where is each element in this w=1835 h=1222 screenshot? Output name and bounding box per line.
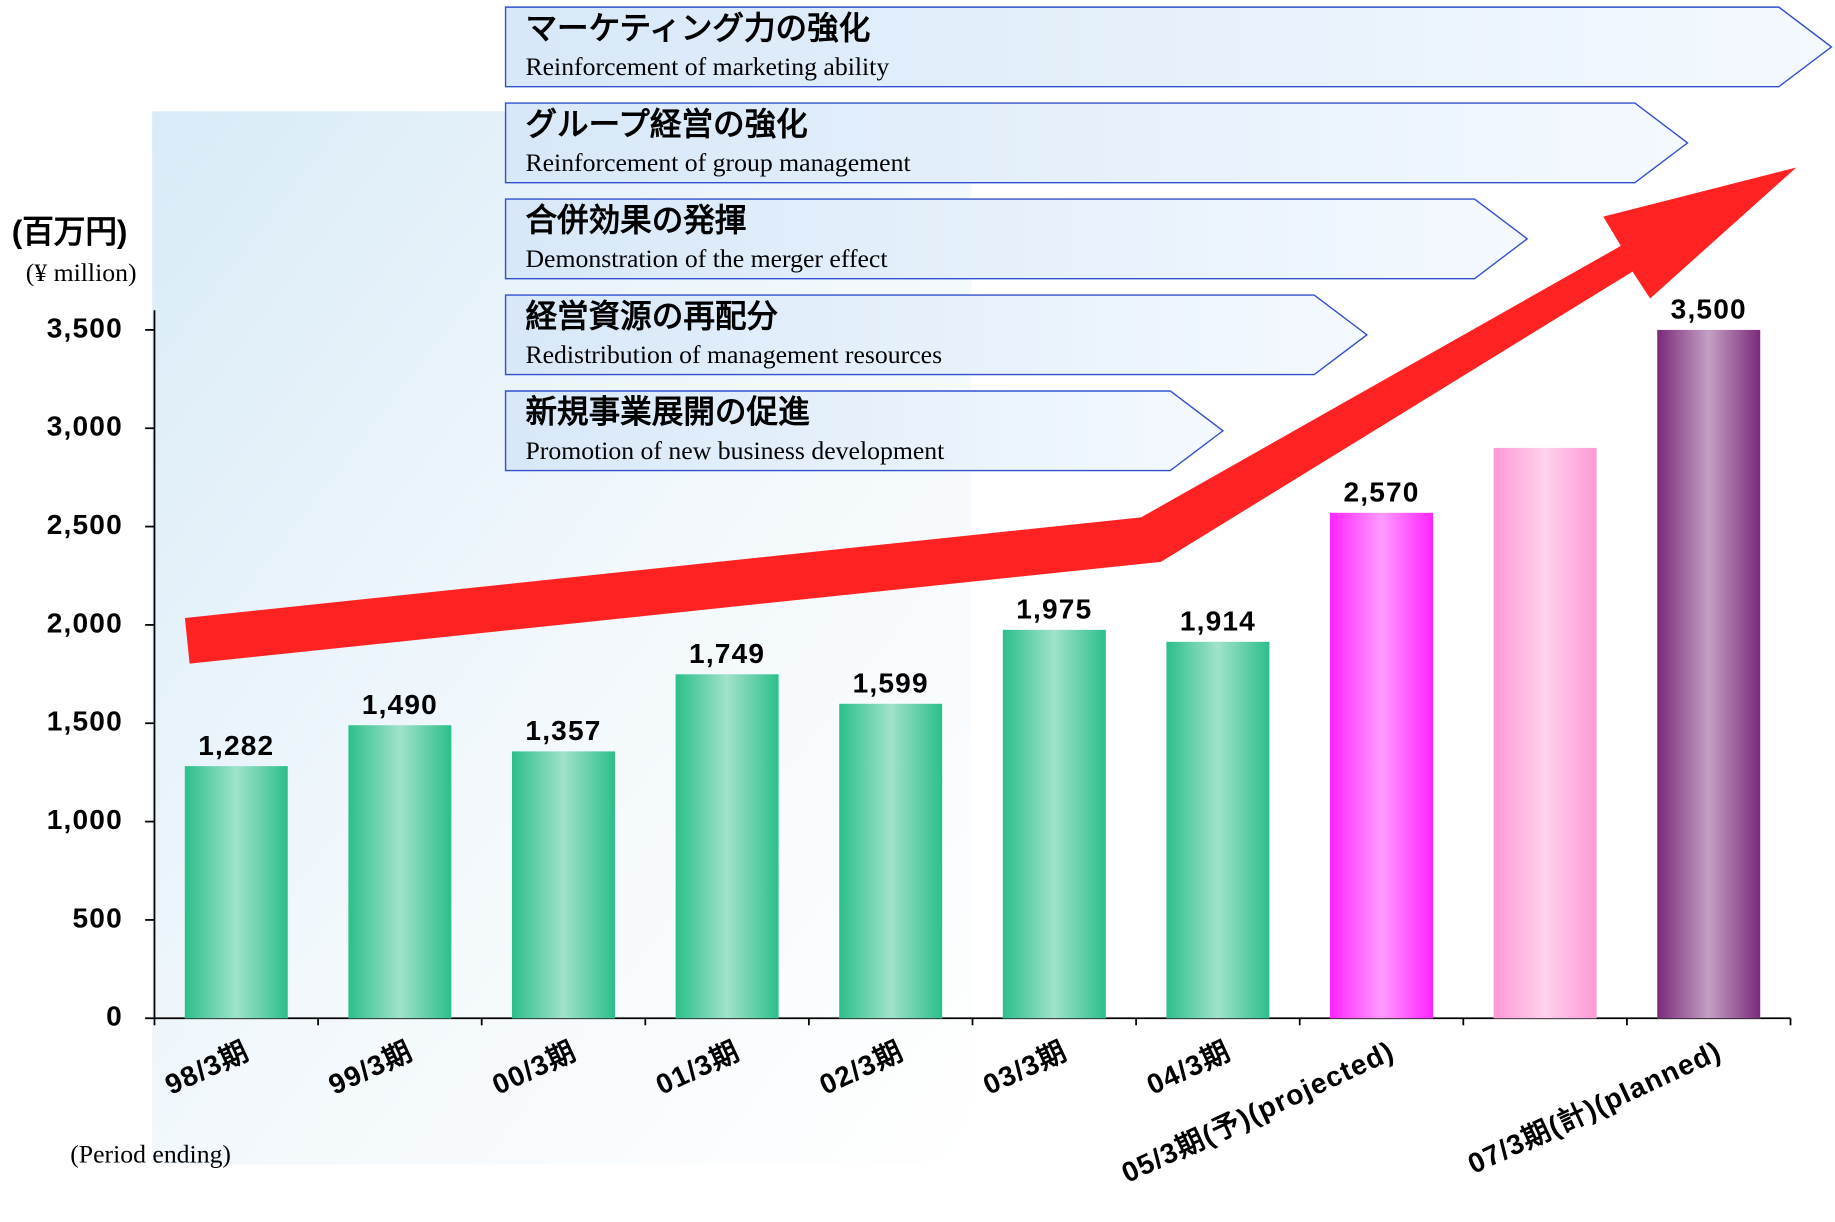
bar (839, 703, 943, 1019)
y-tick-label: 1,000 (47, 804, 123, 835)
x-axis-label: (Period ending) (70, 1139, 231, 1168)
y-axis-label: (百万円) (12, 214, 128, 250)
y-tick-label: 2,000 (47, 607, 123, 638)
bar (1002, 629, 1106, 1019)
banner (504, 102, 1689, 184)
banner-subtitle: Reinforcement of marketing ability (525, 52, 889, 81)
banner-title: グループ経営の強化 (525, 106, 807, 142)
y-tick-label: 500 (73, 902, 123, 933)
banner (504, 198, 1529, 280)
y-tick-label: 1,500 (47, 706, 123, 737)
y-axis-label-en: (¥ million) (26, 258, 137, 287)
value-label: 1,282 (198, 730, 274, 761)
bar (1657, 329, 1761, 1019)
value-label: 1,914 (1180, 606, 1256, 637)
banner-subtitle: Promotion of new business development (525, 436, 944, 465)
value-label: 3,500 (1671, 294, 1747, 325)
y-tick-label: 0 (106, 1001, 123, 1032)
y-tick-label: 2,500 (47, 509, 123, 540)
x-tick-label: 03/3期 (978, 1035, 1071, 1101)
banner (504, 6, 1833, 88)
banner-title: 合併効果の発揮 (525, 202, 746, 238)
value-label: 1,490 (362, 689, 438, 720)
x-tick-label: 04/3期 (1142, 1035, 1235, 1101)
banner-title: 経営資源の再配分 (525, 298, 778, 334)
bar (348, 725, 452, 1019)
banner-title: マーケティング力の強化 (525, 10, 870, 46)
growth-arrow (184, 167, 1797, 664)
banners: マーケティング力の強化 Reinforcement of marketing ab… (504, 6, 1833, 472)
banner-subtitle: Demonstration of the merger effect (525, 244, 887, 273)
x-tick-label: 07/3期(計)(planned) (1463, 1034, 1726, 1180)
value-label: 2,570 (1343, 477, 1419, 508)
value-label: 1,749 (689, 638, 765, 669)
banner (504, 294, 1369, 376)
banner-title: 新規事業展開の促進 (525, 394, 810, 430)
bar (1166, 641, 1270, 1019)
banner-subtitle: Redistribution of management resources (525, 340, 942, 369)
value-label: 1,599 (853, 667, 929, 698)
y-tick-label: 3,000 (47, 411, 123, 442)
banner (504, 390, 1225, 472)
bar (511, 751, 615, 1019)
value-label: 1,975 (1016, 594, 1092, 625)
x-tick-label: 05/3期(予)(projected) (1117, 1035, 1399, 1189)
bar (1330, 512, 1434, 1019)
banner-subtitle: Reinforcement of group management (525, 148, 910, 177)
bar (184, 766, 288, 1019)
y-tick-label: 3,500 (47, 312, 123, 343)
bar (1493, 447, 1597, 1019)
bar (675, 674, 779, 1019)
value-label: 1,357 (525, 715, 601, 746)
